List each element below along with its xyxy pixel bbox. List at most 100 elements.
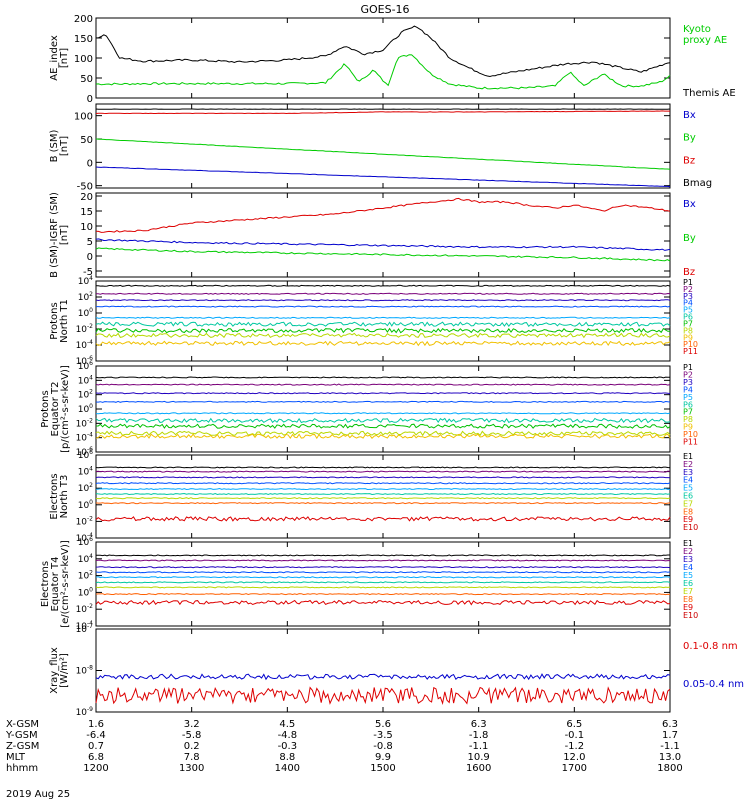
legend-e8: E8 — [683, 507, 693, 516]
legend-p4: P4 — [683, 385, 693, 394]
ephem-value: 13.0 — [659, 752, 681, 763]
ephem-value: 4.5 — [279, 719, 295, 730]
y-tick-label: 106 — [78, 449, 93, 461]
y-tick-label: 100 — [74, 112, 93, 123]
legend-p4: P4 — [683, 299, 693, 308]
y-tick-label: 15 — [80, 207, 93, 218]
y-tick-label: 10 — [80, 222, 93, 233]
y-tick-label: 100 — [78, 586, 93, 598]
ephem-value: 7.8 — [184, 752, 200, 763]
series-p8 — [95, 332, 671, 339]
ephem-value: 8.8 — [279, 752, 295, 763]
legend-by: By — [683, 133, 696, 144]
series-p4 — [95, 400, 671, 403]
legend-e5: E5 — [683, 484, 693, 493]
legend-bz: Bz — [683, 267, 695, 278]
legend-e10: E10 — [683, 523, 698, 532]
y-tick-label: 106 — [78, 536, 93, 548]
series-e2 — [95, 470, 671, 473]
y-axis-label: Xray_flux[W/m²] — [49, 647, 70, 694]
legend-p11: P11 — [683, 438, 698, 447]
series-0.1-0.8 nm — [95, 686, 671, 706]
legend-p5: P5 — [683, 306, 693, 315]
y-tick-label: 10-6 — [76, 355, 94, 367]
series-e9 — [95, 516, 671, 522]
legend-p9: P9 — [683, 423, 693, 432]
y-tick-label: 0 — [87, 158, 93, 169]
legend-bmag: Bmag — [683, 178, 712, 189]
ephem-label-x-gsm: X-GSM — [6, 719, 39, 730]
legend-p8: P8 — [683, 415, 693, 424]
series-p7 — [96, 423, 671, 429]
panel-frame — [95, 192, 671, 278]
legend-p2: P2 — [683, 285, 693, 294]
legend-by: By — [683, 233, 696, 244]
legend-e7: E7 — [683, 499, 693, 508]
ephem-value: 1.6 — [88, 719, 104, 730]
legend-e3: E3 — [683, 468, 693, 477]
legend-bx: Bx — [683, 199, 696, 210]
legend-e8: E8 — [683, 595, 693, 604]
series-kyoto-proxy-ae — [95, 54, 671, 90]
panel-frame — [95, 17, 671, 99]
ephem-value: -1.2 — [565, 741, 585, 752]
y-tick-label: 102 — [78, 389, 93, 401]
legend-kyoto-proxy-ae: Kyoto proxy AE — [683, 24, 727, 46]
series-e8 — [95, 593, 671, 596]
series-e3 — [95, 476, 671, 479]
legend-e7: E7 — [683, 587, 693, 596]
legend-e1: E1 — [683, 539, 693, 548]
y-axis-label: AE_index[nT] — [49, 35, 70, 81]
ephem-value: -1.8 — [469, 730, 489, 741]
y-tick-label: 150 — [74, 34, 93, 45]
plot-title: GOES-16 — [360, 3, 409, 16]
legend-e2: E2 — [683, 460, 693, 469]
ephem-value: 6.3 — [662, 719, 678, 730]
y-tick-label: 10-2 — [76, 323, 94, 335]
ephem-value: -1.1 — [469, 741, 489, 752]
legend-e3: E3 — [683, 555, 693, 564]
ephem-value: 10.9 — [468, 752, 490, 763]
y-axis-label: ElectronsNorth T3 — [49, 473, 70, 519]
legend-p6: P6 — [683, 313, 693, 322]
legend-p1: P1 — [683, 363, 693, 372]
series-e1 — [95, 466, 671, 469]
legend-e4: E4 — [683, 563, 693, 572]
y-tick-label: 100 — [74, 54, 93, 65]
y-tick-label: 0 — [87, 94, 93, 105]
legend-p1: P1 — [683, 278, 693, 287]
series-bz — [95, 197, 671, 233]
series-e5 — [95, 576, 671, 579]
ephem-value: 9.9 — [375, 752, 391, 763]
ephem-value: 1300 — [179, 763, 204, 774]
series-by — [95, 138, 671, 170]
panel-5: 10-6 10-4 10-2 100 102 104 106 ProtonsEquator T… — [40, 360, 698, 458]
y-tick-label: 100 — [78, 307, 93, 319]
series-bx — [95, 166, 671, 188]
ephem-value: 1700 — [562, 763, 587, 774]
legend-themis-ae: Themis AE — [682, 88, 736, 99]
y-tick-label: 102 — [78, 482, 93, 494]
legend-p11: P11 — [683, 347, 698, 356]
y-axis-label: B (SM)-IGRF (SM)[nT] — [49, 192, 70, 278]
y-tick-label: 50 — [80, 74, 93, 85]
y-tick-label: 10-2 — [76, 417, 94, 429]
legend-p10: P10 — [683, 340, 698, 349]
ephem-label-z-gsm: Z-GSM — [6, 741, 39, 752]
legend-p3: P3 — [683, 378, 693, 387]
series-p1 — [95, 376, 671, 379]
y-tick-label: 200 — [74, 14, 93, 25]
ephem-value: -0.1 — [565, 730, 585, 741]
legend-bx: Bx — [683, 110, 696, 121]
ephem-value: 1800 — [657, 763, 682, 774]
series-p3 — [95, 299, 671, 302]
series-e6 — [95, 492, 671, 496]
ephem-value: -1.1 — [660, 741, 680, 752]
y-tick-label: 5 — [87, 237, 93, 248]
panel-2: -50 0 50 100 B (SM)[nT] Bx By Bz Bmag — [49, 103, 712, 193]
series-p7 — [95, 327, 671, 334]
y-tick-label: 106 — [78, 360, 93, 372]
ephem-value: -5.8 — [182, 730, 202, 741]
